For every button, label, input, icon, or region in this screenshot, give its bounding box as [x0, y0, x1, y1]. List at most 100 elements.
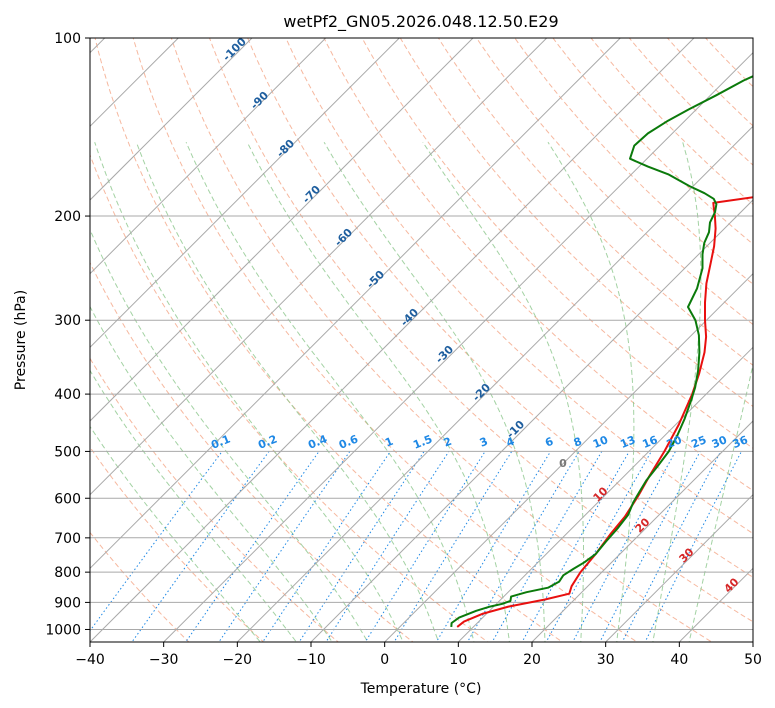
y-tick-label: 100: [54, 31, 81, 47]
mixing-ratio-line: [621, 451, 722, 642]
mixing-ratio-line: [466, 451, 580, 642]
isotherm-line: [90, 38, 695, 642]
mixing-ratio-label: 8: [572, 435, 584, 450]
x-axis-title: Temperature (°C): [360, 681, 482, 697]
equivalent-temperature-label: 30: [677, 545, 697, 565]
dry-adiabat: [399, 38, 753, 408]
dry-adiabat: [132, 38, 638, 642]
isotherm-line: [531, 420, 753, 642]
isotherm-line: [90, 38, 327, 275]
mixing-ratio-line: [90, 451, 223, 632]
x-tick-label: −20: [223, 652, 253, 668]
isotherm-line: [752, 641, 753, 642]
mixing-ratio-label: 6: [543, 435, 555, 450]
y-tick-label: 400: [54, 387, 81, 403]
dry-adiabat: [666, 38, 753, 127]
x-tick-label: 40: [670, 652, 688, 668]
isotherm-line: [678, 567, 753, 642]
moist-adiabat: [90, 369, 297, 642]
mixing-ratio-label: 30: [710, 433, 729, 451]
equivalent-temperature-label: 20: [633, 515, 653, 535]
chart-title: wetPf2_GN05.2026.048.12.50.E29: [283, 12, 558, 32]
plot-frame: [89, 37, 754, 643]
gray-curve-label: 0: [559, 457, 567, 470]
dry-adiabat: [552, 38, 753, 245]
x-tick-label: −10: [296, 652, 326, 668]
dry-adiabat: [437, 38, 753, 366]
potential-temperature-label: -90: [248, 89, 271, 112]
isotherm-line: [163, 51, 753, 642]
isotherm-line: [90, 38, 253, 201]
potential-temperature-label: -50: [364, 268, 387, 291]
x-tick-label: 10: [449, 652, 467, 668]
mixing-ratio-line: [185, 451, 320, 642]
mixing-ratio-label: 36: [731, 433, 750, 451]
y-tick-label: 500: [54, 444, 81, 460]
dry-adiabat: [285, 38, 753, 535]
potential-temperature-label: -60: [332, 226, 355, 249]
isotherm-line: [90, 38, 548, 496]
mixing-ratio-label: 0.1: [209, 432, 232, 451]
mixing-ratio-label: 16: [640, 433, 659, 451]
mixing-ratio-label: 2: [442, 435, 454, 450]
potential-temperature-label: -100: [220, 35, 249, 64]
y-tick-label: 900: [54, 595, 81, 611]
dry-adiabat: [361, 38, 753, 449]
moist-adiabat: [422, 141, 584, 642]
mixing-ratio-line: [393, 451, 513, 642]
equivalent-temperature-label: 10: [591, 484, 611, 504]
x-tick-label: 20: [523, 652, 541, 668]
dry-adiabat: [90, 357, 340, 642]
moist-adiabat: [652, 142, 702, 642]
potential-temperature-label: -40: [398, 306, 421, 329]
x-tick-label: 30: [597, 652, 615, 668]
potential-temperature-label: -20: [470, 381, 493, 404]
mixing-ratio-label: 1: [383, 435, 395, 450]
mixing-ratio-line: [521, 451, 630, 642]
dry-adiabat: [704, 38, 753, 88]
mixing-ratio-label: 20: [665, 433, 684, 451]
potential-temperature-label: -70: [300, 183, 323, 206]
potential-temperature-label: -80: [274, 137, 297, 160]
x-tick-label: −40: [75, 652, 105, 668]
mixing-ratio-line: [644, 451, 742, 642]
x-tick-label: −30: [149, 652, 179, 668]
potential-temperature-label: -30: [433, 343, 456, 366]
moist-adiabat: [323, 141, 546, 642]
isotherm-line: [605, 493, 753, 642]
equivalent-temperature-label: 40: [722, 575, 742, 595]
mixing-ratio-label: 10: [591, 433, 610, 451]
y-axis-title: Pressure (hPa): [13, 290, 29, 390]
isotherm-line: [310, 199, 753, 642]
isotherm-line: [90, 38, 621, 570]
dry-adiabat: [208, 38, 753, 623]
mixing-ratio-line: [325, 451, 450, 642]
y-tick-label: 200: [54, 209, 81, 225]
temperature-profile-line: [456, 196, 753, 628]
isotherm-line: [457, 346, 753, 642]
moist-adiabat: [90, 228, 369, 642]
dry-adiabat: [90, 153, 489, 642]
moist-adiabat: [547, 141, 635, 642]
x-tick-label: 50: [744, 652, 762, 668]
isotherm-line: [236, 125, 753, 642]
moist-adiabat: [94, 142, 404, 642]
dry-adiabat: [247, 38, 753, 578]
mixing-ratio-line: [131, 451, 270, 642]
x-tick-label: 0: [380, 652, 389, 668]
moist-adiabat: [246, 141, 510, 642]
moist-adiabat: [688, 362, 753, 642]
moist-adiabat: [90, 305, 333, 642]
dry-adiabat: [475, 38, 753, 326]
mixing-ratio-label: 0.4: [306, 432, 329, 451]
mixing-ratio-line: [545, 451, 652, 642]
y-tick-label: 700: [54, 531, 81, 547]
dry-adiabat: [90, 261, 414, 642]
y-tick-label: 600: [54, 491, 81, 507]
dry-adiabat: [590, 38, 753, 206]
y-tick-label: 800: [54, 565, 81, 581]
dry-adiabat: [94, 38, 564, 642]
y-tick-label: 300: [54, 313, 81, 329]
mixing-ratio-line: [262, 451, 391, 642]
